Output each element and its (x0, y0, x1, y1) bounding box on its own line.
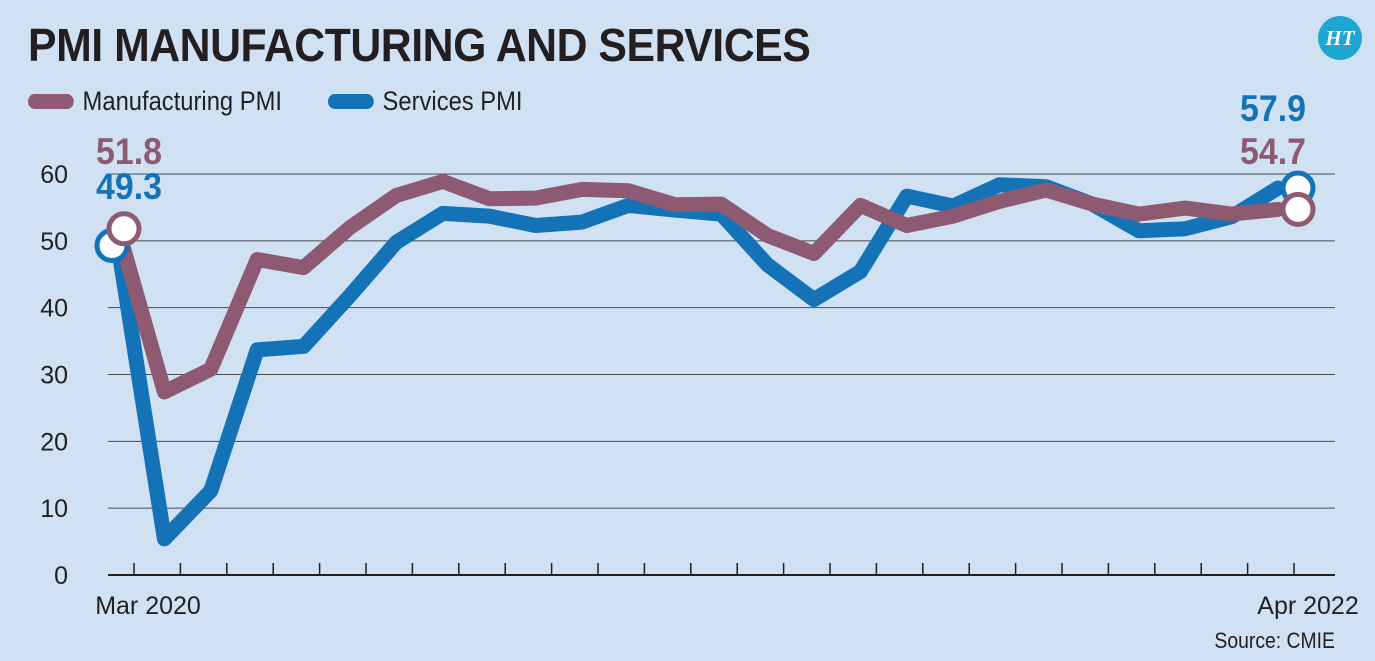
chart-title: PMI MANUFACTURING AND SERVICES (28, 19, 811, 71)
series-line-services (110, 177, 1286, 547)
manufacturing-end-label: 54.7 (1240, 131, 1306, 172)
y-tick-label-30: 30 (40, 362, 68, 390)
manufacturing-start-marker (106, 211, 142, 247)
legend-item-services: Services PMI (328, 86, 523, 117)
services-swatch (328, 94, 374, 109)
manufacturing-end-marker (1280, 191, 1316, 227)
x-tick-label-25: Apr 2022 (1257, 592, 1358, 620)
services-start-label: 49.3 (96, 166, 162, 207)
legend-item-manufacturing: Manufacturing PMI (28, 86, 282, 117)
manufacturing-swatch (28, 94, 74, 109)
manufacturing-start-label: 51.8 (96, 131, 162, 172)
legend-label-services: Services PMI (382, 86, 523, 116)
ht-logo: HT (1318, 16, 1362, 60)
y-tick-label-40: 40 (40, 295, 68, 323)
legend-label-manufacturing: Manufacturing PMI (82, 86, 282, 116)
y-tick-label-10: 10 (40, 495, 68, 523)
y-tick-label-0: 0 (54, 562, 68, 590)
series-line-manufacturing (110, 173, 1286, 400)
x-tick-label-0: Mar 2020 (95, 592, 201, 620)
source-note: Source: CMIE (1214, 628, 1335, 653)
y-tick-label-50: 50 (40, 228, 68, 256)
y-tick-label-20: 20 (40, 428, 68, 456)
y-tick-label-60: 60 (40, 161, 68, 189)
services-end-label: 57.9 (1240, 88, 1306, 129)
